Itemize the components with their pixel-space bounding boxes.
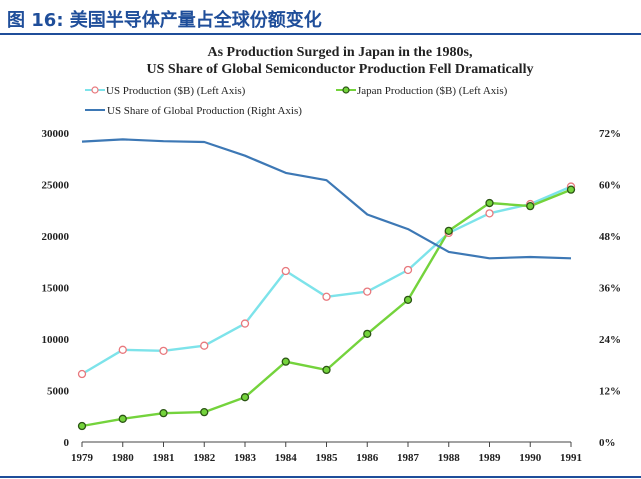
left-tick-label: 0 [64, 437, 70, 449]
legend-item-us-production: US Production ($B) (Left Axis) [85, 85, 246, 97]
x-tick-label: 1979 [71, 452, 94, 464]
japan-production-point [240, 393, 250, 402]
japan-production-point [403, 295, 413, 305]
series-line-us-share [81, 138, 572, 260]
x-tick-label: 1987 [397, 452, 420, 464]
us-production-point [485, 209, 494, 218]
japan-production-point [322, 365, 331, 375]
right-tick-label: 72% [599, 128, 621, 140]
legend-item-japan-production: Japan Production ($B) (Left Axis) [336, 85, 508, 97]
japan-production-point [77, 421, 87, 431]
x-tick-label: 1990 [519, 452, 542, 464]
japan-production-point [363, 329, 372, 339]
japan-production-point [444, 226, 453, 236]
right-tick-label: 36% [599, 283, 621, 295]
us-production-point [77, 369, 87, 379]
series-line-japan-production [81, 188, 572, 428]
x-tick-label: 1980 [112, 452, 135, 464]
legend-label-us-share: US Share of Global Production (Right Axi… [107, 105, 302, 117]
legend: US Production ($B) (Left Axis) Japan Pro… [85, 85, 508, 117]
us-production-point [322, 292, 331, 301]
japan-production-point [159, 409, 168, 418]
x-tick-label: 1984 [275, 452, 298, 464]
chart-subtitle: US Share of Global Semiconductor Product… [147, 62, 534, 77]
japan-production-point [485, 198, 494, 208]
japan-production-point [118, 414, 127, 423]
legend-marker-japan-production [342, 86, 350, 94]
us-production-point [281, 266, 290, 276]
left-tick-label: 10000 [42, 334, 70, 346]
legend-label-us-production: US Production ($B) (Left Axis) [106, 85, 246, 97]
figure-header: 图 16: 美国半导体产量占全球份额变化 [0, 0, 641, 36]
left-tick-label: 30000 [42, 128, 70, 140]
legend-label-japan-production: Japan Production ($B) (Left Axis) [357, 85, 508, 97]
series-line-us-production [81, 185, 572, 376]
x-tick-label: 1991 [560, 452, 582, 464]
plot-area: 0 5000 10000 15000 20000 25000 30000 0% 12% 24% 36… [42, 128, 622, 464]
us-production-point [118, 345, 127, 354]
left-tick-label: 20000 [42, 231, 70, 243]
us-production-point [403, 265, 413, 275]
right-tick-label: 60% [599, 180, 621, 192]
japan-production-point [566, 185, 576, 194]
x-tick-label: 1982 [193, 452, 216, 464]
left-tick-label: 5000 [47, 386, 70, 398]
right-tick-label: 12% [599, 386, 621, 398]
left-tick-label: 15000 [42, 283, 70, 295]
x-tick-label: 1988 [438, 452, 461, 464]
chart-title: As Production Surged in Japan in the 198… [207, 45, 472, 60]
us-production-point [240, 319, 250, 328]
x-tick-label: 1989 [479, 452, 502, 464]
header-rule [0, 33, 641, 35]
legend-marker-us-production [91, 86, 99, 94]
x-tick-label: 1981 [153, 452, 175, 464]
japan-production-point [526, 201, 535, 211]
semiconductor-line-chart: As Production Surged in Japan in the 198… [42, 45, 622, 464]
legend-item-us-share: US Share of Global Production (Right Axi… [85, 105, 302, 117]
bottom-rule [0, 476, 641, 478]
right-tick-label: 48% [599, 231, 621, 243]
x-tick-label: 1983 [234, 452, 257, 464]
right-tick-label: 0% [599, 437, 616, 449]
japan-production-point [200, 407, 209, 417]
us-production-point [159, 346, 168, 355]
figure-title: 图 16: 美国半导体产量占全球份额变化 [7, 10, 322, 31]
left-tick-label: 25000 [42, 180, 70, 192]
right-tick-label: 24% [599, 334, 621, 346]
us-production-point [200, 341, 209, 350]
japan-production-point [281, 357, 290, 366]
x-tick-label: 1985 [316, 452, 339, 464]
us-production-point [363, 287, 372, 296]
x-tick-label: 1986 [356, 452, 379, 464]
